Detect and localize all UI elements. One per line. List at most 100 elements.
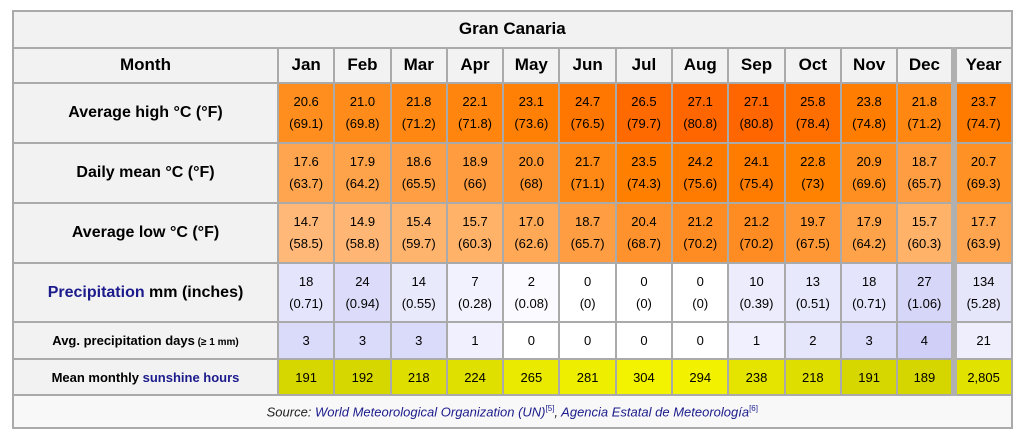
secondary-value: (69.6) — [852, 175, 887, 191]
secondary-value: (78.4) — [795, 115, 830, 131]
avg-low-cell-may: 17.0 (62.6) — [502, 201, 561, 264]
aemet-link[interactable]: Agencia Estatal de Meteorología — [561, 404, 750, 420]
precip-days-cell-apr: 1 — [445, 321, 505, 360]
avg-low-cell-apr: 15.7 (60.3) — [445, 201, 505, 264]
primary-value: 27.1 — [687, 93, 713, 109]
daily-mean-cell-jan: 17.6 (63.7) — [276, 141, 336, 204]
avg-high-cell-may: 23.1 (73.6) — [502, 82, 561, 144]
sunshine-cell-mar: 218 — [389, 357, 448, 397]
primary-value: 18 — [861, 273, 877, 289]
secondary-value: (70.2) — [683, 235, 718, 251]
avg-low-cell-jun: 18.7 (65.7) — [558, 201, 617, 264]
primary-value: 17.9 — [856, 213, 882, 229]
daily-mean-cell-year: 20.7 (69.3) — [950, 141, 1013, 204]
primary-value: 21.8 — [406, 93, 432, 109]
primary-value: 22.1 — [462, 93, 488, 109]
primary-value: 24.1 — [743, 153, 770, 169]
precip-days-cell-jun: 0 — [558, 321, 617, 360]
precip-cell-sep: 10 (0.39) — [727, 261, 786, 324]
avg-high-cell-year: 23.7 (74.7) — [950, 82, 1013, 144]
sunshine-label: Mean monthly sunshine hours — [12, 357, 279, 397]
wmo-link[interactable]: World Meteorological Organization (UN) — [315, 404, 546, 420]
avg-high-cell-mar: 21.8 (71.2) — [389, 82, 448, 144]
secondary-value: (0) — [635, 295, 652, 311]
sunshine-prefix: Mean monthly — [51, 369, 143, 385]
secondary-value: (60.3) — [458, 235, 493, 251]
primary-value: 24.7 — [574, 93, 601, 109]
primary-value: 27.1 — [743, 93, 770, 109]
primary-value: 26.5 — [631, 93, 657, 109]
ref-6-link[interactable]: [6] — [749, 404, 758, 414]
secondary-value: (0.71) — [289, 295, 324, 311]
daily-mean-cell-sep: 24.1 (75.4) — [727, 141, 786, 204]
daily-mean-label: Daily mean °C (°F) — [12, 141, 279, 204]
avg-low-cell-feb: 14.9 (58.8) — [333, 201, 392, 264]
precip-days-cell-dec: 4 — [896, 321, 955, 360]
precipitation-row: Precipitation mm (inches) 18 (0.71) 24 (0.9… — [12, 261, 1013, 324]
precip-days-cell-oct: 2 — [783, 321, 842, 360]
secondary-value: (71.8) — [458, 115, 493, 131]
secondary-value: (0.71) — [852, 295, 887, 311]
secondary-value: (58.5) — [289, 235, 324, 251]
secondary-value: (63.7) — [289, 175, 324, 191]
avg-high-cell-dec: 21.8 (71.2) — [896, 82, 955, 144]
secondary-value: (60.3) — [907, 235, 942, 251]
secondary-value: (70.2) — [739, 235, 774, 251]
primary-value: 23.1 — [518, 93, 544, 109]
secondary-value: (68) — [519, 175, 543, 191]
precip-cell-may: 2 (0.08) — [502, 261, 561, 324]
daily-mean-cell-aug: 24.2 (75.6) — [671, 141, 730, 204]
secondary-value: (62.6) — [514, 235, 549, 251]
primary-value: 21.2 — [687, 213, 713, 229]
daily-mean-cell-mar: 18.6 (65.5) — [389, 141, 448, 204]
secondary-value: (67.5) — [795, 235, 830, 251]
precip-days-cell-jul: 0 — [614, 321, 674, 360]
sunshine-cell-year: 2,805 — [950, 357, 1013, 397]
sunshine-cell-jul: 304 — [614, 357, 674, 397]
secondary-value: (69.3) — [966, 175, 1001, 191]
primary-value: 10 — [749, 273, 764, 289]
secondary-value: (69.8) — [345, 115, 380, 131]
secondary-value: (63.9) — [966, 235, 1001, 251]
daily-mean-cell-may: 20.0 (68) — [502, 141, 561, 204]
precip-days-cell-jan: 3 — [276, 321, 336, 360]
precipitation-days-label: Avg. precipitation days (≥ 1 mm) — [12, 321, 279, 360]
primary-value: 27 — [917, 273, 932, 289]
avg-low-cell-jul: 20.4 (68.7) — [614, 201, 674, 264]
sunshine-row: Mean monthly sunshine hours 191 192 218 224… — [12, 357, 1013, 397]
secondary-value: (71.2) — [401, 115, 436, 131]
secondary-value: (0) — [692, 295, 709, 311]
primary-value: 19.7 — [800, 213, 826, 229]
ref-5-link[interactable]: [5] — [545, 404, 555, 414]
secondary-value: (65.7) — [907, 175, 942, 191]
precip-days-cell-year: 21 — [950, 321, 1013, 360]
secondary-value: (64.2) — [345, 175, 380, 191]
daily-mean-row: Daily mean °C (°F) 17.6 (63.7) 17.9 (64.2) 1… — [12, 141, 1013, 204]
precip-cell-feb: 24 (0.94) — [333, 261, 392, 324]
primary-value: 21.2 — [743, 213, 770, 229]
precipitation-link[interactable]: Precipitation — [47, 283, 145, 301]
precip-cell-jan: 18 (0.71) — [276, 261, 336, 324]
source-footer: Source: World Meteorological Organizatio… — [12, 394, 1013, 429]
secondary-value: (0.39) — [739, 295, 774, 311]
secondary-value: (73.6) — [514, 115, 549, 131]
precip-cell-oct: 13 (0.51) — [783, 261, 842, 324]
avg-high-cell-jul: 26.5 (79.7) — [614, 82, 674, 144]
secondary-value: (74.3) — [626, 175, 661, 191]
secondary-value: (0.55) — [401, 295, 436, 311]
column-header-oct: Oct — [783, 46, 842, 85]
precip-cell-jul: 0 (0) — [614, 261, 674, 324]
sunshine-hours-link[interactable]: sunshine hours — [142, 369, 240, 385]
secondary-value: (1.06) — [907, 295, 942, 311]
primary-value: 20.0 — [518, 153, 544, 169]
precip-cell-year: 134 (5.28) — [950, 261, 1013, 324]
secondary-value: (73) — [801, 175, 825, 191]
column-header-dec: Dec — [896, 46, 955, 85]
primary-value: 15.7 — [462, 213, 488, 229]
secondary-value: (80.8) — [739, 115, 774, 131]
sunshine-cell-may: 265 — [502, 357, 561, 397]
precip-cell-mar: 14 (0.55) — [389, 261, 448, 324]
secondary-value: (76.5) — [570, 115, 605, 131]
avg-high-cell-feb: 21.0 (69.8) — [333, 82, 392, 144]
